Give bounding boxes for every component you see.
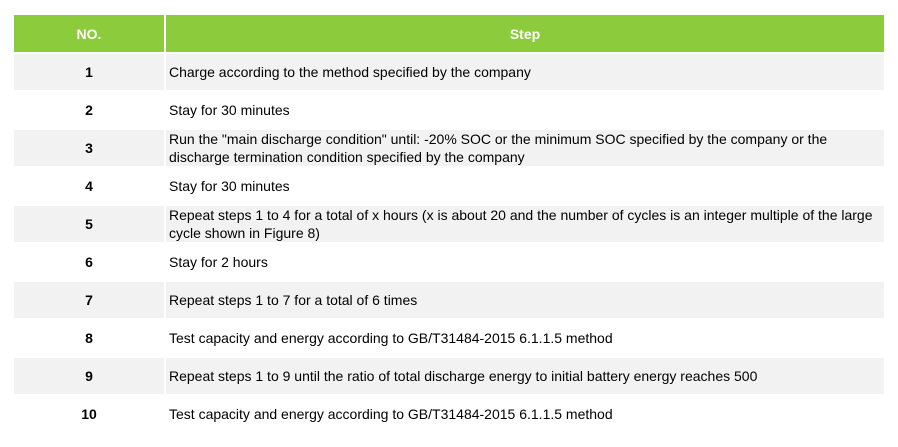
test-procedure-table: NO. Step 1 Charge according to the metho… <box>14 15 884 432</box>
table-row: 7 Repeat steps 1 to 7 for a total of 6 t… <box>14 280 884 318</box>
table-row: 4 Stay for 30 minutes <box>14 166 884 204</box>
table-row: 8 Test capacity and energy according to … <box>14 318 884 356</box>
step-number: 8 <box>14 318 166 356</box>
step-number: 6 <box>14 242 166 280</box>
table-row: 5 Repeat steps 1 to 4 for a total of x h… <box>14 204 884 242</box>
step-description: Repeat steps 1 to 9 until the ratio of t… <box>166 356 884 394</box>
table-header-row: NO. Step <box>14 15 884 52</box>
step-description: Stay for 30 minutes <box>166 166 884 204</box>
step-number: 5 <box>14 204 166 242</box>
table-row: 9 Repeat steps 1 to 9 until the ratio of… <box>14 356 884 394</box>
table-row: 1 Charge according to the method specifi… <box>14 52 884 90</box>
step-description: Stay for 30 minutes <box>166 90 884 128</box>
step-number: 1 <box>14 52 166 90</box>
step-description: Stay for 2 hours <box>166 242 884 280</box>
step-number: 9 <box>14 356 166 394</box>
step-number: 7 <box>14 280 166 318</box>
table-row: 10 Test capacity and energy according to… <box>14 394 884 432</box>
step-number: 4 <box>14 166 166 204</box>
step-description: Repeat steps 1 to 7 for a total of 6 tim… <box>166 280 884 318</box>
step-description: Repeat steps 1 to 4 for a total of x hou… <box>166 204 884 242</box>
step-number: 2 <box>14 90 166 128</box>
step-description: Test capacity and energy according to GB… <box>166 318 884 356</box>
test-procedure-table-container: NO. Step 1 Charge according to the metho… <box>14 15 884 432</box>
table-row: 2 Stay for 30 minutes <box>14 90 884 128</box>
step-description: Charge according to the method specified… <box>166 52 884 90</box>
column-header-no: NO. <box>14 15 166 52</box>
table-row: 3 Run the "main discharge condition" unt… <box>14 128 884 166</box>
table-row: 6 Stay for 2 hours <box>14 242 884 280</box>
column-header-step: Step <box>166 15 884 52</box>
step-number: 10 <box>14 394 166 432</box>
step-description: Test capacity and energy according to GB… <box>166 394 884 432</box>
step-number: 3 <box>14 128 166 166</box>
step-description: Run the "main discharge condition" until… <box>166 128 884 166</box>
